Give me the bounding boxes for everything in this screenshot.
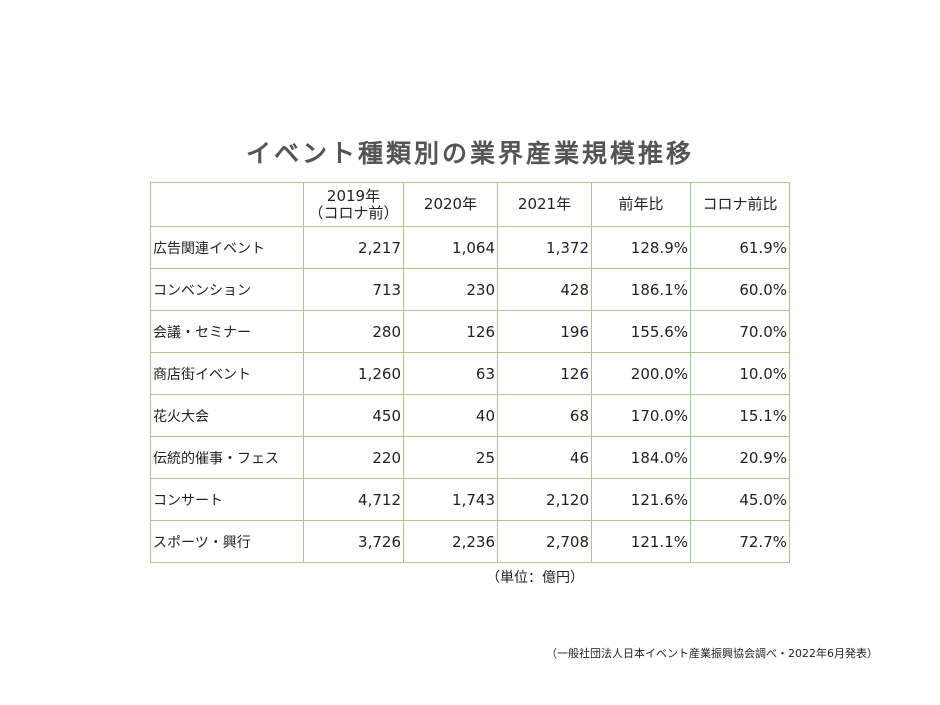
title: イベント種類別の業界産業規模推移 bbox=[245, 139, 694, 168]
row-label: 伝統的催事・フェス bbox=[150, 436, 304, 479]
value-cell: 40 bbox=[403, 394, 498, 437]
value-cell: 10.0% bbox=[690, 352, 790, 395]
value-cell: 184.0% bbox=[591, 436, 691, 479]
value-cell: 280 bbox=[303, 310, 404, 353]
table-row: 伝統的催事・フェス 220 25 46 184.0% 20.9% bbox=[150, 436, 790, 479]
table-row: コンベンション 713 230 428 186.1% 60.0% bbox=[150, 268, 790, 311]
table-row: 商店街イベント 1,260 63 126 200.0% 10.0% bbox=[150, 352, 790, 395]
value-cell: 196 bbox=[497, 310, 592, 353]
value-cell: 186.1% bbox=[591, 268, 691, 311]
value-cell: 220 bbox=[303, 436, 404, 479]
header-cell: 前年比 bbox=[591, 182, 691, 227]
value-cell: 1,743 bbox=[403, 478, 498, 521]
corner-cell bbox=[150, 182, 304, 227]
value-cell: 72.7% bbox=[690, 520, 790, 563]
table-row: コンサート 4,712 1,743 2,120 121.6% 45.0% bbox=[150, 478, 790, 521]
unit-note: （単位：億円） bbox=[486, 570, 584, 586]
value-cell: 128.9% bbox=[591, 226, 691, 269]
value-cell: 450 bbox=[303, 394, 404, 437]
value-cell: 4,712 bbox=[303, 478, 404, 521]
header-cell: 2019年 （コロナ前） bbox=[303, 182, 404, 227]
value-cell: 428 bbox=[497, 268, 592, 311]
value-cell: 121.1% bbox=[591, 520, 691, 563]
table-row: 花火大会 450 40 68 170.0% 15.1% bbox=[150, 394, 790, 437]
header-row: 2019年 （コロナ前） 2020年 2021年 前年比 コロナ前比 bbox=[150, 182, 790, 227]
row-label: 会議・セミナー bbox=[150, 310, 304, 353]
value-cell: 63 bbox=[403, 352, 498, 395]
row-label: 花火大会 bbox=[150, 394, 304, 437]
value-cell: 46 bbox=[497, 436, 592, 479]
row-label: 商店街イベント bbox=[150, 352, 304, 395]
value-cell: 126 bbox=[497, 352, 592, 395]
value-cell: 1,372 bbox=[497, 226, 592, 269]
source-note: （一般社団法人日本イベント産業振興協会調べ・2022年6月発表） bbox=[546, 647, 878, 660]
header-cell: 2021年 bbox=[497, 182, 592, 227]
value-cell: 3,726 bbox=[303, 520, 404, 563]
header-line: 2019年 bbox=[326, 186, 381, 205]
header-cell: 2020年 bbox=[403, 182, 498, 227]
value-cell: 1,260 bbox=[303, 352, 404, 395]
data-table: 2019年 （コロナ前） 2020年 2021年 前年比 コロナ前比 広告関連イベント 2,… bbox=[150, 182, 790, 563]
table-row: 会議・セミナー 280 126 196 155.6% 70.0% bbox=[150, 310, 790, 353]
value-cell: 230 bbox=[403, 268, 498, 311]
value-cell: 2,217 bbox=[303, 226, 404, 269]
value-cell: 15.1% bbox=[690, 394, 790, 437]
table-row: スポーツ・興行 3,726 2,236 2,708 121.1% 72.7% bbox=[150, 520, 790, 563]
row-label: コンサート bbox=[150, 478, 304, 521]
value-cell: 126 bbox=[403, 310, 498, 353]
row-label: コンベンション bbox=[150, 268, 304, 311]
value-cell: 25 bbox=[403, 436, 498, 479]
value-cell: 1,064 bbox=[403, 226, 498, 269]
value-cell: 713 bbox=[303, 268, 404, 311]
value-cell: 2,708 bbox=[497, 520, 592, 563]
value-cell: 121.6% bbox=[591, 478, 691, 521]
header-cell: コロナ前比 bbox=[690, 182, 790, 227]
value-cell: 2,236 bbox=[403, 520, 498, 563]
row-label: 広告関連イベント bbox=[150, 226, 304, 269]
value-cell: 170.0% bbox=[591, 394, 691, 437]
value-cell: 2,120 bbox=[497, 478, 592, 521]
value-cell: 200.0% bbox=[591, 352, 691, 395]
value-cell: 45.0% bbox=[690, 478, 790, 521]
value-cell: 60.0% bbox=[690, 268, 790, 311]
row-label: スポーツ・興行 bbox=[150, 520, 304, 563]
header-line: （コロナ前） bbox=[308, 203, 399, 222]
value-cell: 155.6% bbox=[591, 310, 691, 353]
value-cell: 68 bbox=[497, 394, 592, 437]
value-cell: 70.0% bbox=[690, 310, 790, 353]
table-row: 広告関連イベント 2,217 1,064 1,372 128.9% 61.9% bbox=[150, 226, 790, 269]
value-cell: 61.9% bbox=[690, 226, 790, 269]
value-cell: 20.9% bbox=[690, 436, 790, 479]
